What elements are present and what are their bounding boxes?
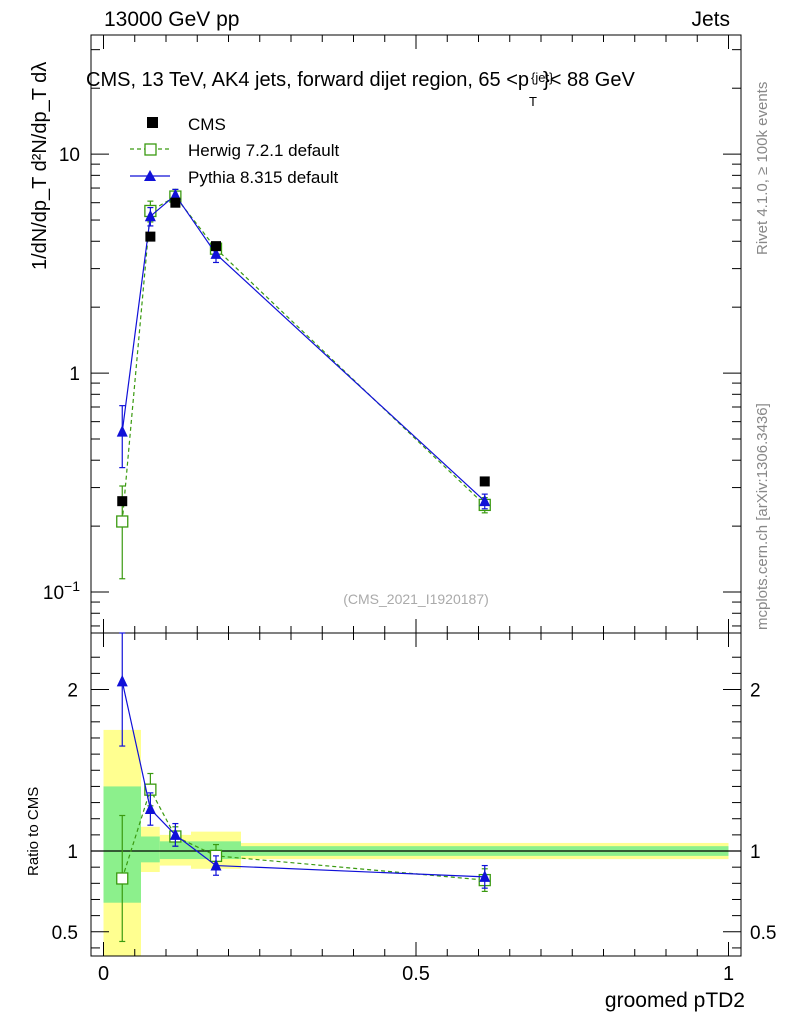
herwig-line <box>121 195 486 522</box>
pythia-point <box>169 188 181 201</box>
chart-title-post: }< 88 GeV <box>543 69 635 91</box>
cms-point <box>117 496 128 507</box>
herwig-point <box>116 515 129 528</box>
analysis-id: (CMS_2021_I1920187) <box>343 591 489 607</box>
pythia-ratio-point <box>169 828 181 840</box>
x-tick-label: 0 <box>98 963 109 985</box>
chart-title-sub: T <box>529 94 537 109</box>
pythia-point <box>144 209 156 222</box>
ratio-y-tick-label-right: 2 <box>750 681 761 702</box>
legend-herwig-label: Herwig 7.2.1 default <box>188 141 339 160</box>
y-axis-label-ratio: Ratio to CMS <box>25 787 42 876</box>
y-axis-label-main: 1/dN/dp_T d²N/dp_T dλ <box>29 62 51 270</box>
herwig-ratio-point <box>116 872 129 885</box>
pythia-line <box>121 194 486 502</box>
ratio-frame <box>90 632 742 957</box>
legend-pythia-marker <box>144 170 156 181</box>
y-axis-label-ratio-text: Ratio to CMS <box>25 787 42 876</box>
cms-point <box>170 197 181 208</box>
header-category: Jets <box>691 8 730 31</box>
chart-title-pre: CMS, 13 TeV, AK4 jets, forward dijet reg… <box>86 69 530 91</box>
legend-pythia-label: Pythia 8.315 default <box>188 168 339 187</box>
ratio-y-tick-label: 1 <box>67 842 78 863</box>
pythia-point <box>116 425 128 437</box>
ratio-y-tick-label: 2 <box>67 681 78 702</box>
pythia-ratio-point <box>116 674 128 687</box>
ratio-band-stat <box>141 836 160 863</box>
pythia-point <box>479 494 491 507</box>
y-tick-label: 1 <box>69 364 80 385</box>
ratio-band-stat <box>159 841 191 860</box>
legend-cms-label: CMS <box>188 115 226 134</box>
header-energy: 13000 GeV pp <box>104 8 240 31</box>
pythia-ratio-point <box>210 858 222 871</box>
legend: CMS Herwig 7.2.1 default Pythia 8.315 de… <box>130 115 339 187</box>
y-tick-label: 10−1 <box>43 578 80 604</box>
ratio-y-tick-label-right: 1 <box>750 842 761 863</box>
x-tick-label: 0.5 <box>402 963 430 985</box>
pythia-ratio-point <box>144 802 156 814</box>
ratio-y-tick-label: 0.5 <box>52 923 78 944</box>
ratio-bands <box>103 729 729 956</box>
data-marks <box>116 188 491 943</box>
pythia-ratio-point <box>479 870 491 882</box>
x-tick-label: 1 <box>723 963 734 985</box>
y-tick-label: 10 <box>59 145 80 166</box>
pythia-point <box>210 247 222 259</box>
ratio-y-tick-label-right: 0.5 <box>750 923 776 944</box>
cms-point <box>211 241 221 252</box>
legend-cms-marker <box>147 117 158 128</box>
axes: 0 0.5 1 10−1 1 10 0.5 0.5 1 1 2 2 <box>43 34 776 985</box>
chart-title-sup: {jet} <box>531 70 554 85</box>
x-axis-label: groomed pTD2 <box>605 989 745 1012</box>
herwig-ratio-line <box>121 788 485 881</box>
cms-point <box>479 476 490 487</box>
cms-point <box>145 231 156 242</box>
legend-herwig-marker <box>144 143 157 156</box>
chart-title: CMS, 13 TeV, AK4 jets, forward dijet reg… <box>86 69 635 109</box>
y-axis-label-text: 1/dN/dp_T d²N/dp_T dλ <box>29 62 51 270</box>
